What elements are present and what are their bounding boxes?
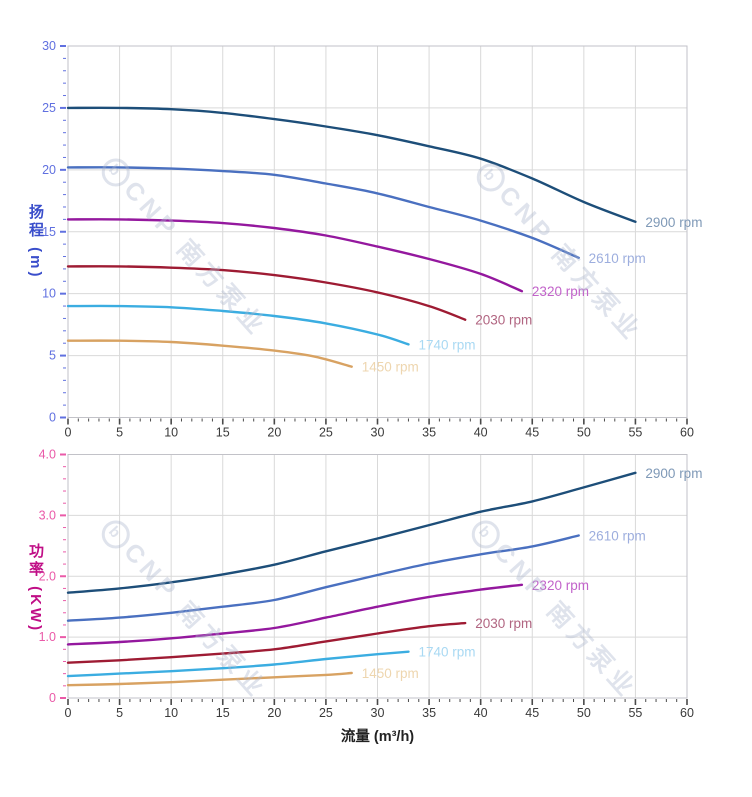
y-tick-label: 15 — [42, 225, 56, 239]
head-axis-title: 扬程 (m) — [27, 204, 44, 280]
curve-label-1450-rpm: 1450 rpm — [362, 666, 419, 681]
curve-label-1450-rpm: 1450 rpm — [362, 360, 419, 375]
x-tick-label: 5 — [116, 426, 123, 440]
y-tick-label: 0 — [49, 691, 56, 705]
x-tick-label: 45 — [525, 706, 539, 720]
power-axis-title: 功率 (KW) — [27, 543, 44, 634]
x-tick-label: 30 — [371, 426, 385, 440]
y-tick-label: 5 — [49, 349, 56, 363]
y-tick-label: 0 — [49, 411, 56, 425]
x-tick-label: 20 — [267, 426, 281, 440]
x-tick-label: 0 — [65, 706, 72, 720]
flow-axis-title: 流量 (m³/h) — [340, 729, 415, 745]
curve-1450-rpm — [66, 671, 353, 687]
y-tick-label: 10 — [42, 287, 56, 301]
y-tick-label: 1.0 — [39, 630, 56, 644]
x-tick-label: 55 — [628, 426, 642, 440]
curve-2900-rpm — [66, 106, 637, 223]
curve-label-2030-rpm: 2030 rpm — [475, 313, 532, 328]
power-vs-flow-chart: 4.0 3.0 2.0 1.0 00 5 10 15 20 25 30 35 40 45 50 55 60 290… — [39, 448, 703, 721]
plot-border — [67, 454, 688, 699]
curve-1740-rpm — [66, 304, 410, 346]
x-tick-label: 50 — [577, 426, 591, 440]
curve-label-2900-rpm: 2900 rpm — [645, 466, 702, 481]
x-tick-label: 60 — [680, 706, 694, 720]
x-tick-label: 10 — [164, 706, 178, 720]
x-tick-label: 15 — [216, 426, 230, 440]
curve-2900-rpm — [66, 471, 637, 594]
x-tick-label: 25 — [319, 706, 333, 720]
x-tick-label: 30 — [371, 706, 385, 720]
x-tick-label: 20 — [267, 706, 281, 720]
curve-2320-rpm — [66, 218, 524, 293]
curve-label-1740-rpm: 1740 rpm — [418, 337, 475, 352]
x-tick-label: 40 — [474, 706, 488, 720]
curve-2610-rpm — [66, 534, 580, 622]
curve-2030-rpm — [66, 265, 467, 321]
y-tick-label: 2.0 — [39, 569, 56, 583]
x-tick-label: 10 — [164, 426, 178, 440]
y-tick-label: 30 — [42, 39, 56, 53]
x-tick-label: 25 — [319, 426, 333, 440]
x-tick-label: 55 — [628, 706, 642, 720]
curve-2610-rpm — [66, 166, 580, 259]
curve-label-2030-rpm: 2030 rpm — [475, 616, 532, 631]
curve-1740-rpm — [66, 650, 410, 678]
x-tick-label: 5 — [116, 706, 123, 720]
plot-border — [67, 45, 688, 418]
x-tick-label: 35 — [422, 426, 436, 440]
curve-2320-rpm — [66, 583, 524, 646]
y-tick-label: 20 — [42, 163, 56, 177]
curve-label-2610-rpm: 2610 rpm — [589, 251, 646, 266]
y-tick-label: 4.0 — [39, 448, 56, 462]
curve-label-2320-rpm: 2320 rpm — [532, 578, 589, 593]
x-tick-label: 0 — [65, 426, 72, 440]
y-tick-label: 3.0 — [39, 508, 56, 522]
curve-label-2320-rpm: 2320 rpm — [532, 284, 589, 299]
curve-1450-rpm — [66, 339, 353, 368]
x-tick-label: 45 — [525, 426, 539, 440]
x-tick-label: 50 — [577, 706, 591, 720]
y-tick-label: 25 — [42, 101, 56, 115]
x-tick-label: 35 — [422, 706, 436, 720]
x-tick-label: 40 — [474, 426, 488, 440]
curve-label-2900-rpm: 2900 rpm — [645, 215, 702, 230]
x-tick-label: 15 — [216, 706, 230, 720]
curve-label-1740-rpm: 1740 rpm — [418, 645, 475, 660]
curve-2030-rpm — [66, 621, 467, 664]
curve-label-2610-rpm: 2610 rpm — [589, 528, 646, 543]
x-tick-label: 60 — [680, 426, 694, 440]
